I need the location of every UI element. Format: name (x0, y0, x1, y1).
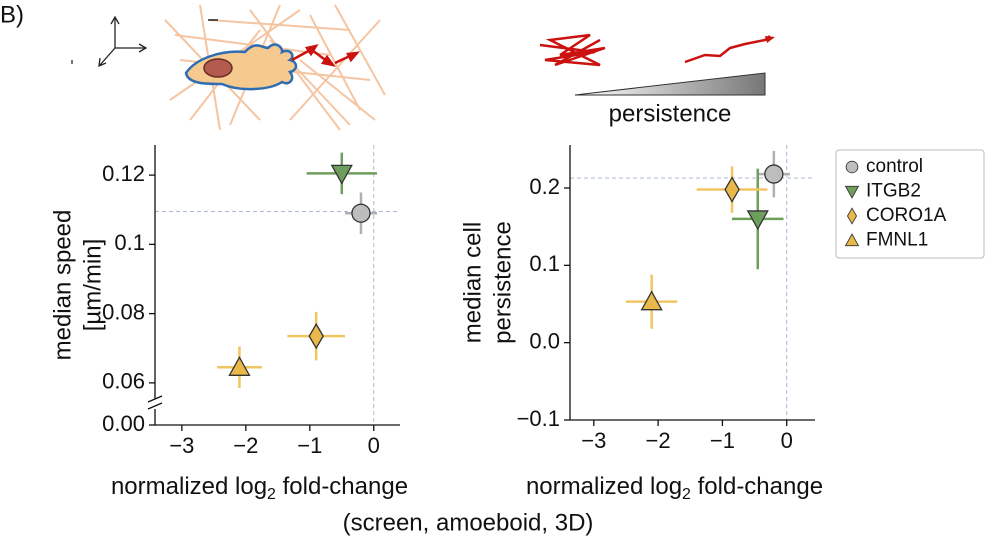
x-axis-label-part: normalized log (526, 473, 682, 500)
y-axis-label: median speed (49, 210, 76, 361)
x-axis-label-part: 2 (267, 486, 276, 503)
y-tick-label: 0.06 (102, 369, 145, 394)
marker (330, 164, 353, 185)
y-axis-label: [µm/min] (79, 239, 106, 332)
legend-marker (846, 207, 858, 225)
legend-marker (844, 185, 860, 199)
legend-label: ITGB2 (866, 181, 921, 202)
marker (640, 290, 663, 311)
x-tick-label: −2 (233, 433, 258, 458)
marker (228, 355, 251, 376)
y-axis-label: median cell (459, 222, 486, 343)
y-tick-label: 0.00 (102, 411, 145, 436)
marker (746, 210, 769, 231)
x-axis-label-part: fold-change (691, 473, 823, 500)
legend-label: FMNL1 (866, 230, 928, 251)
illustration-label: persistence (609, 100, 732, 127)
y-tick-label: 0.1 (529, 251, 560, 276)
low-persistence-track (539, 33, 606, 67)
marker (351, 203, 371, 223)
x-tick-label: −1 (710, 428, 735, 453)
y-tick-label: 0.0 (529, 328, 560, 353)
legend-label: CORO1A (866, 205, 947, 226)
y-tick-label: −0.1 (517, 406, 560, 431)
x-axis-label-part: normalized log (111, 473, 267, 500)
x-tick-label: 0 (781, 428, 793, 453)
cell (184, 43, 298, 91)
legend-marker (845, 160, 859, 174)
legend-box (835, 149, 985, 259)
marker (724, 176, 740, 203)
x-tick-label: −3 (169, 433, 194, 458)
x-tick-label: −2 (646, 428, 671, 453)
x-tick-label: −3 (581, 428, 606, 453)
y-tick-label: 0.2 (529, 174, 560, 199)
y-tick-label: 0.12 (102, 161, 145, 186)
y-tick-label: 0.1 (114, 230, 145, 255)
nucleus (203, 58, 233, 78)
x-tick-label: 0 (368, 433, 380, 458)
legend-label: control (866, 156, 923, 177)
marker (764, 164, 784, 184)
y-tick-label: 0.08 (102, 299, 145, 324)
high-persistence-track (684, 35, 771, 64)
caption: (screen, amoeboid, 3D) (343, 509, 594, 536)
x-axis-label: normalized log2 fold-change (111, 473, 408, 503)
x-axis-label-part: 2 (682, 486, 691, 503)
x-axis-label-part: fold-change (276, 473, 408, 500)
axis-break (147, 402, 163, 410)
persistence-gradient (574, 72, 766, 96)
y-axis-label: persistence (489, 221, 516, 344)
axes-icon (71, 15, 148, 68)
axis-break (147, 395, 163, 403)
x-axis-label: normalized log2 fold-change (526, 473, 823, 503)
track-arrowhead (765, 36, 775, 43)
legend-marker (844, 233, 860, 247)
panel-label: (B) (0, 1, 24, 28)
marker (308, 322, 324, 350)
track-arrows (291, 44, 361, 67)
x-tick-label: −1 (297, 433, 322, 458)
